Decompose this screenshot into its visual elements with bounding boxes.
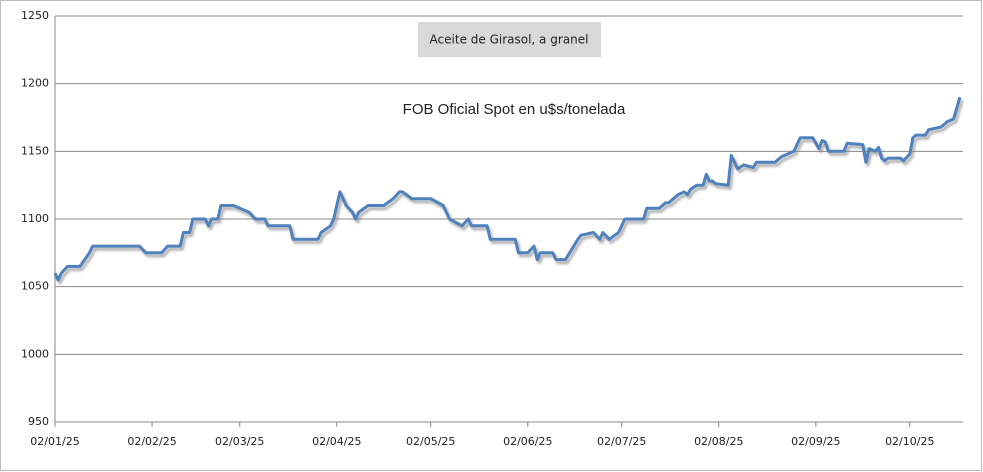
y-tick-label: 1100 (21, 212, 49, 225)
x-tick-label: 02/01/25 (30, 435, 79, 448)
x-tick-label: 02/03/25 (215, 435, 264, 448)
y-tick-label: 1250 (21, 9, 49, 22)
x-tick-label: 02/02/25 (127, 435, 176, 448)
x-tick-label: 02/10/25 (885, 435, 934, 448)
y-tick-label: 950 (28, 415, 49, 428)
y-tick-label: 1050 (21, 280, 49, 293)
x-tick-label: 02/05/25 (406, 435, 455, 448)
x-tick-label: 02/06/25 (503, 435, 552, 448)
x-tick-label: 02/08/25 (694, 435, 743, 448)
data-line (53, 96, 962, 282)
x-tick-label: 02/07/25 (597, 435, 646, 448)
title-box (418, 22, 601, 57)
y-tick-label: 1200 (21, 77, 49, 90)
chart-subtitle: FOB Oficial Spot en u$s/tonelada (403, 101, 626, 118)
y-tick-label: 1000 (21, 347, 49, 360)
x-tick-label: 02/09/25 (791, 435, 840, 448)
chart-title: Aceite de Girasol, a granel (430, 33, 589, 47)
y-tick-label: 1150 (21, 144, 49, 157)
x-tick-label: 02/04/25 (312, 435, 361, 448)
